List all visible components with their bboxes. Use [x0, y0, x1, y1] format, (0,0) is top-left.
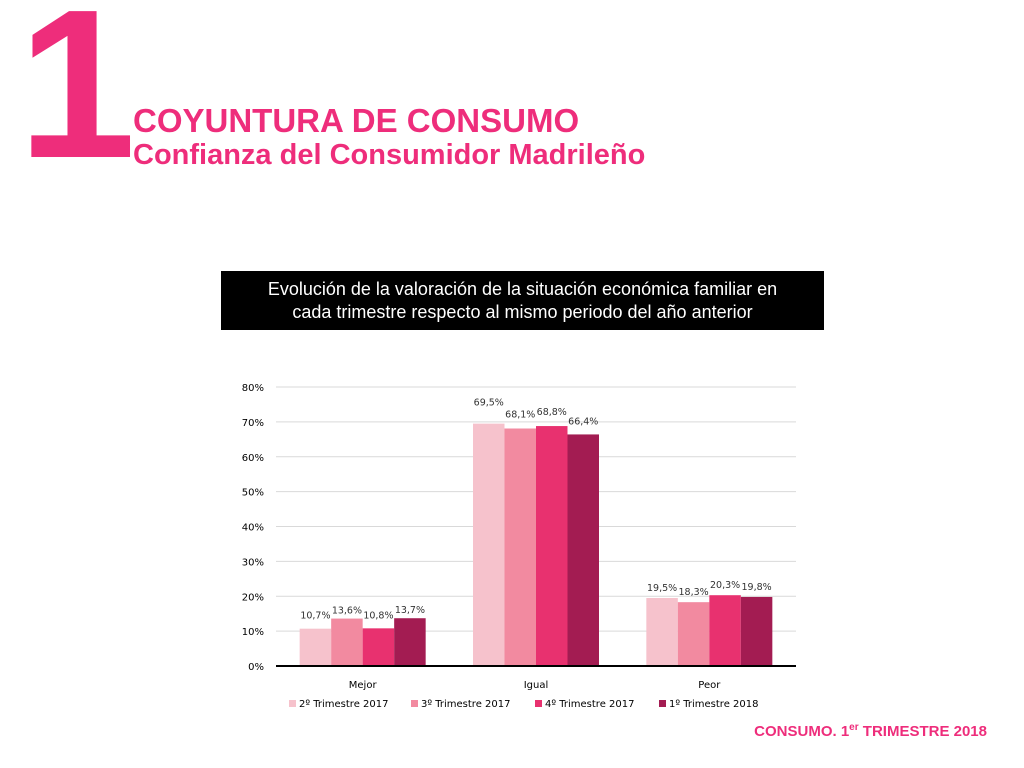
- bar: [646, 597, 678, 666]
- bar: [709, 595, 741, 666]
- bar: [740, 596, 773, 666]
- y-tick-label: 40%: [242, 523, 264, 534]
- data-label: 68,8%: [537, 407, 567, 418]
- y-tick-label: 60%: [242, 453, 264, 464]
- legend-swatch: [411, 700, 418, 707]
- y-tick-label: 20%: [242, 592, 264, 603]
- bar: [536, 426, 568, 666]
- y-tick-label: 80%: [242, 383, 264, 394]
- y-tick-label: 30%: [242, 557, 264, 568]
- bar: [299, 628, 332, 666]
- y-tick-label: 10%: [242, 627, 264, 638]
- section-number: 1: [18, 0, 136, 202]
- bar: [362, 628, 395, 666]
- bar: [504, 428, 536, 666]
- data-label: 18,3%: [678, 587, 708, 598]
- legend-swatch: [289, 700, 296, 707]
- y-tick-label: 70%: [242, 418, 264, 429]
- legend-swatch: [535, 700, 542, 707]
- x-tick-label: Igual: [524, 680, 549, 691]
- data-label: 10,8%: [363, 610, 393, 621]
- page-title: COYUNTURA DE CONSUMO: [133, 102, 580, 139]
- legend-swatch: [659, 700, 666, 707]
- chart-caption: Evolución de la valoración de la situaci…: [221, 271, 824, 330]
- bar: [677, 602, 710, 666]
- page-subtitle: Confianza del Consumidor Madrileño: [133, 139, 646, 171]
- data-label: 68,1%: [505, 410, 535, 421]
- bar: [473, 423, 505, 666]
- footer-suffix: TRIMESTRE 2018: [858, 723, 987, 740]
- chart-caption-line-2: cada trimestre respecto al mismo periodo…: [292, 301, 753, 322]
- legend-label: 4º Trimestre 2017: [545, 699, 634, 710]
- data-label: 19,8%: [741, 582, 771, 593]
- data-label: 10,7%: [300, 611, 330, 622]
- x-tick-label: Peor: [698, 680, 721, 691]
- bar: [567, 434, 599, 666]
- legend-label: 1º Trimestre 2018: [669, 699, 758, 710]
- x-tick-label: Mejor: [349, 680, 378, 691]
- footer-superscript: er: [849, 722, 859, 733]
- y-tick-label: 50%: [242, 488, 264, 499]
- data-label: 13,6%: [332, 606, 362, 617]
- data-label: 13,7%: [395, 605, 425, 616]
- footer-prefix: CONSUMO. 1: [754, 723, 850, 740]
- data-label: 69,5%: [474, 398, 504, 409]
- bar: [331, 618, 363, 666]
- data-label: 20,3%: [710, 580, 740, 591]
- y-tick-label: 0%: [248, 662, 264, 673]
- legend-label: 3º Trimestre 2017: [421, 699, 510, 710]
- bar: [394, 618, 426, 666]
- footer-label: CONSUMO. 1er TRIMESTRE 2018: [754, 722, 987, 740]
- data-label: 66,4%: [568, 416, 598, 427]
- chart-caption-line-1: Evolución de la valoración de la situaci…: [267, 278, 778, 299]
- data-label: 19,5%: [647, 583, 677, 594]
- legend-label: 2º Trimestre 2017: [299, 699, 388, 710]
